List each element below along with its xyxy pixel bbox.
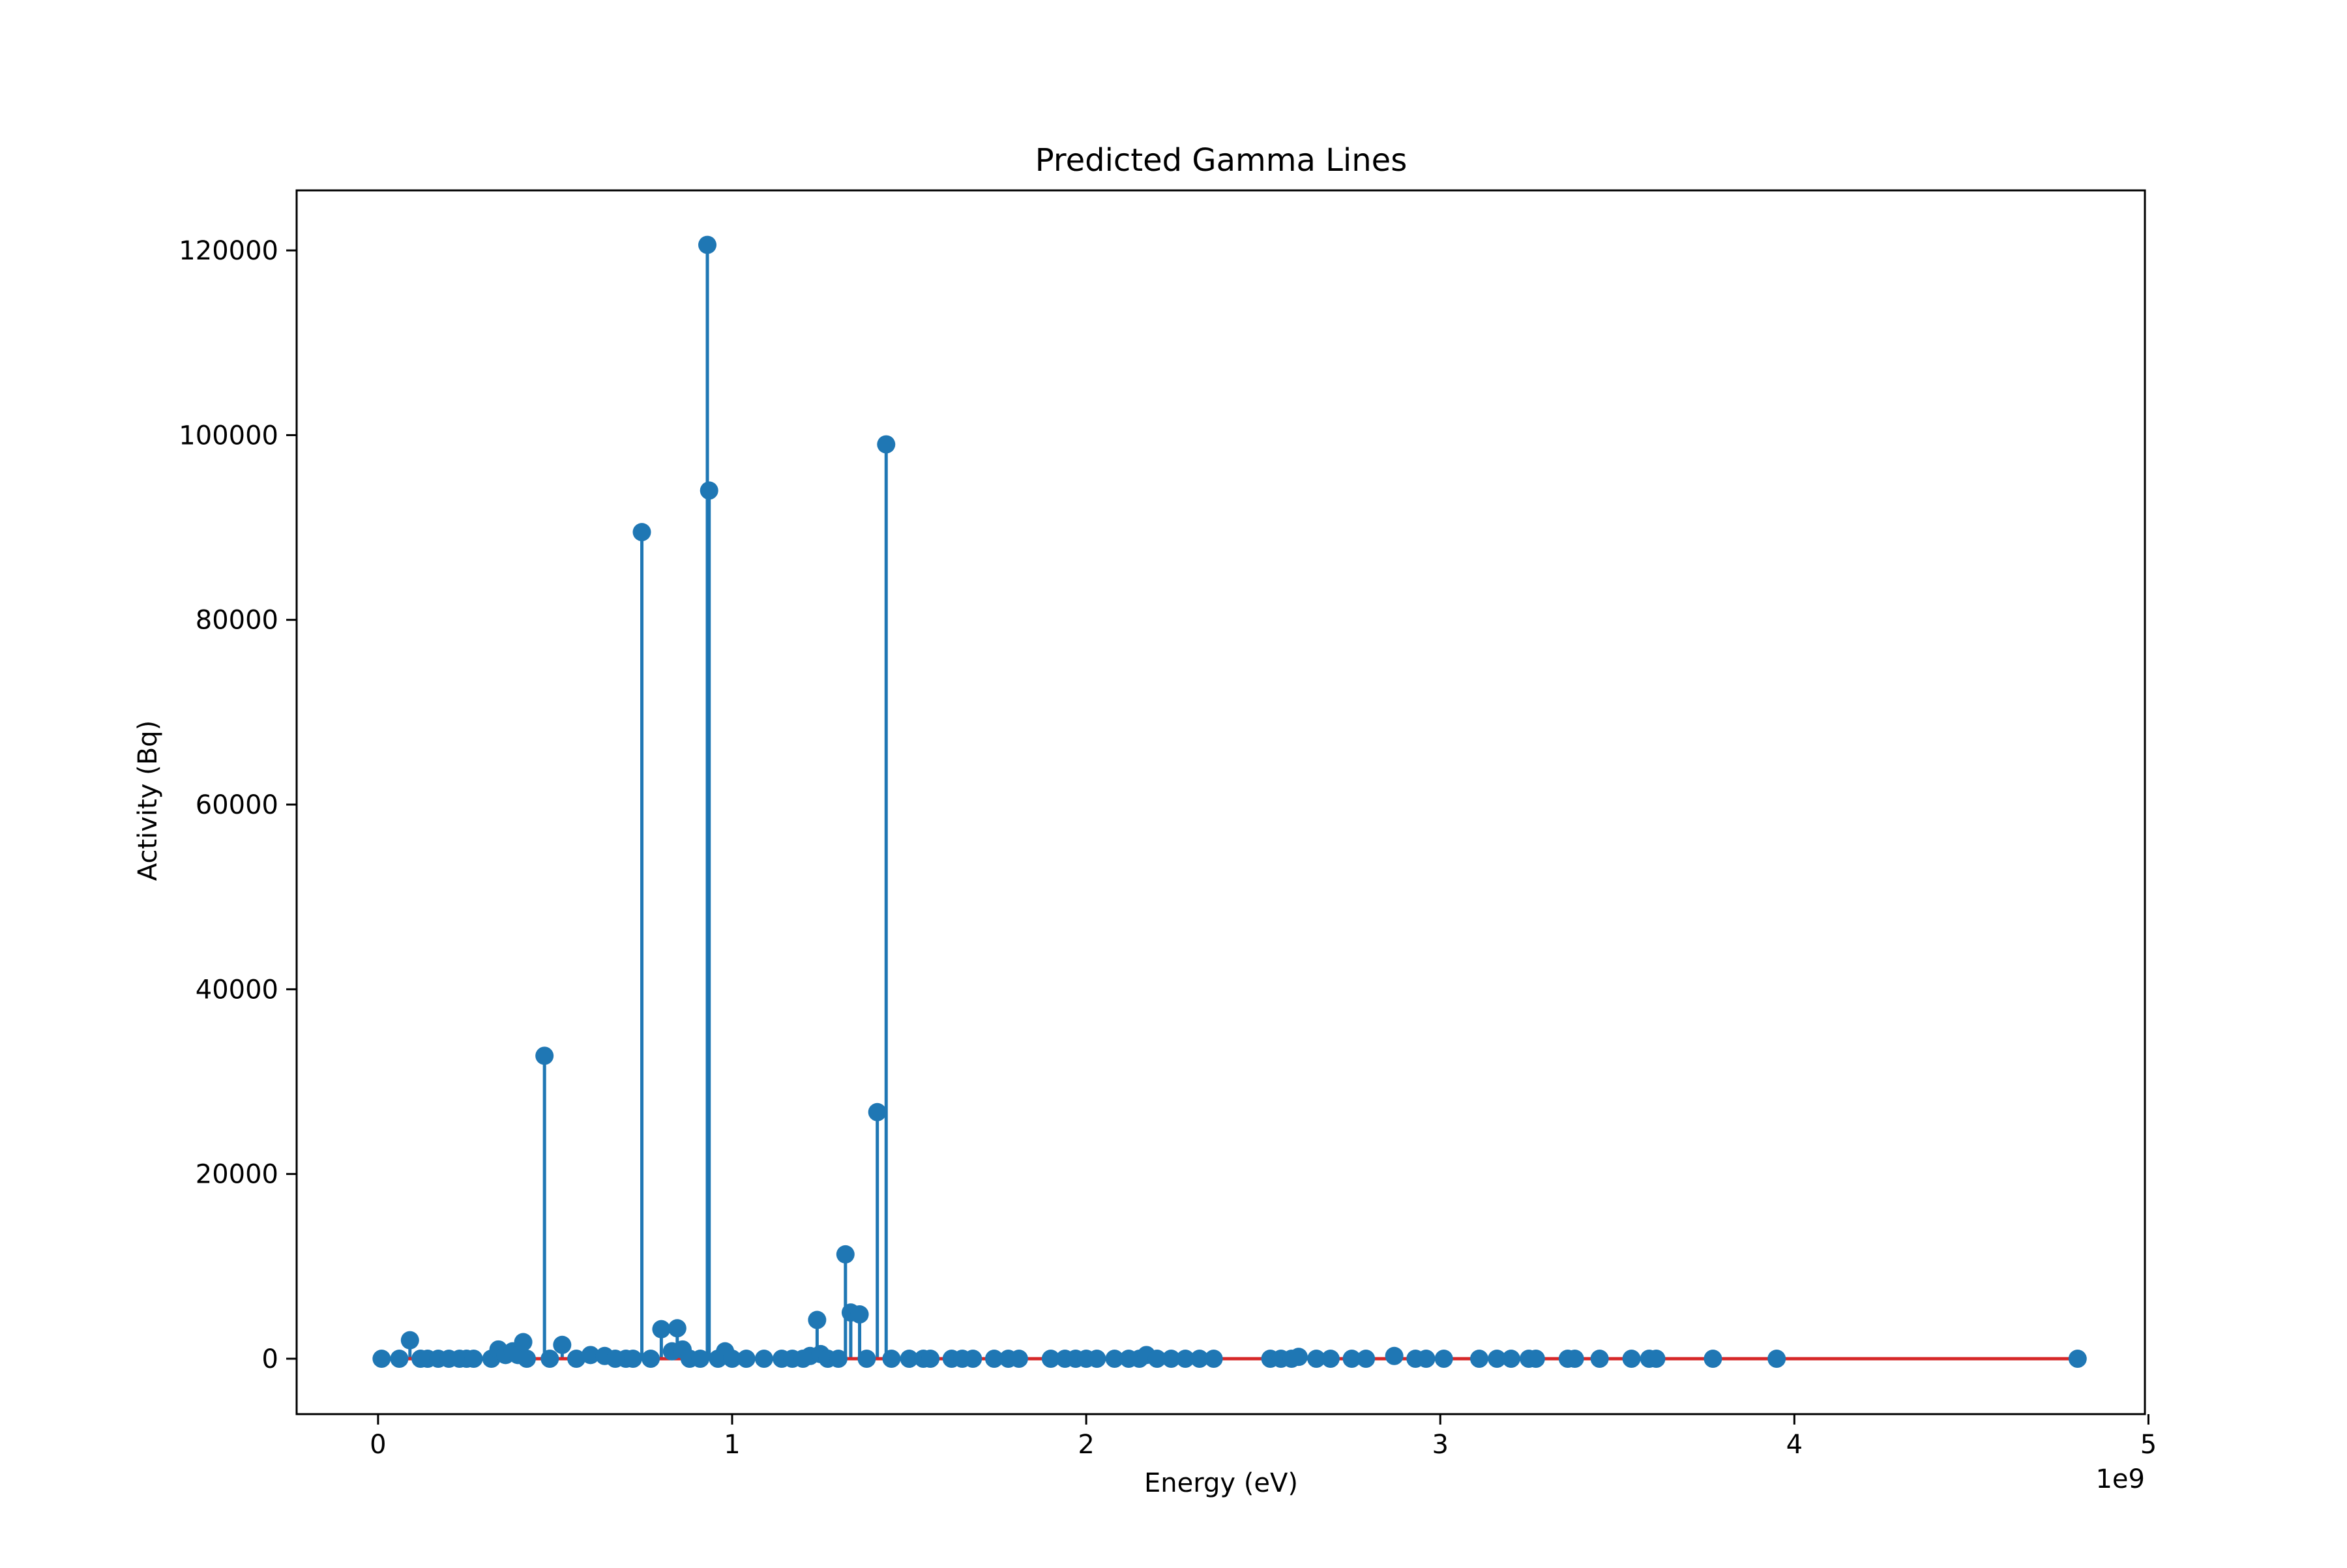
- stem-marker: [623, 1350, 642, 1368]
- x-axis-label: Energy (eV): [1144, 1468, 1298, 1498]
- stem-marker: [1041, 1350, 1060, 1368]
- x-tick-label: 3: [1432, 1430, 1448, 1460]
- y-tick-label: 60000: [196, 790, 278, 820]
- stem-marker: [1434, 1350, 1453, 1368]
- stem-marker: [1087, 1350, 1106, 1368]
- y-tick-label: 20000: [196, 1160, 278, 1190]
- stem-marker: [1526, 1350, 1545, 1368]
- y-tick-label: 80000: [196, 606, 278, 636]
- stem-marker: [553, 1335, 572, 1354]
- stem-marker: [518, 1350, 537, 1368]
- stem-marker: [1357, 1350, 1376, 1368]
- stem-marker: [464, 1350, 483, 1368]
- axes-frame: [295, 189, 2146, 1415]
- stem-marker: [1307, 1350, 1326, 1368]
- stem-marker: [877, 435, 896, 454]
- stem-marker: [691, 1350, 710, 1368]
- stem-marker: [737, 1350, 756, 1368]
- plot-area: [372, 235, 2087, 1368]
- stem-marker: [390, 1350, 409, 1368]
- y-tick-label: 100000: [179, 421, 278, 451]
- stem-marker: [1488, 1350, 1507, 1368]
- stem-marker: [1590, 1350, 1609, 1368]
- stem-marker: [1009, 1350, 1028, 1368]
- stem-marker: [836, 1245, 855, 1264]
- stem-marker: [514, 1333, 533, 1352]
- stem-marker: [1147, 1350, 1166, 1368]
- x-axis-ticks: 0 1 2 3 4 5: [370, 1414, 2157, 1460]
- stem-marker: [900, 1350, 919, 1368]
- chart-title: Predicted Gamma Lines: [1035, 142, 1407, 179]
- x-tick-label: 5: [2140, 1430, 2157, 1460]
- stem-marker: [1417, 1350, 1436, 1368]
- x-tick-label: 0: [370, 1430, 386, 1460]
- stem-marker: [1342, 1350, 1361, 1368]
- stem-marker: [1162, 1350, 1181, 1368]
- stem-marker: [540, 1350, 559, 1368]
- stem-marker: [723, 1350, 742, 1368]
- stem-marker: [1565, 1350, 1584, 1368]
- stem-marker: [1767, 1350, 1786, 1368]
- stem-marker: [857, 1350, 876, 1368]
- stem-marker: [372, 1350, 391, 1368]
- stem-marker: [1321, 1350, 1340, 1368]
- stem-marker: [642, 1350, 660, 1368]
- stem-marker: [808, 1310, 827, 1329]
- y-tick-label: 40000: [196, 975, 278, 1005]
- y-tick-label: 120000: [179, 236, 278, 266]
- stem-marker: [700, 481, 718, 500]
- stem-marker: [921, 1350, 940, 1368]
- y-tick-label: 0: [262, 1344, 278, 1374]
- stem-marker: [581, 1346, 600, 1365]
- stem-marker: [964, 1350, 982, 1368]
- stem-marker: [850, 1305, 869, 1324]
- stem-marker: [1105, 1350, 1124, 1368]
- stem-marker: [652, 1320, 671, 1339]
- stem-marker: [1704, 1350, 1722, 1368]
- stem-marker: [1204, 1350, 1223, 1368]
- stem-marker: [829, 1350, 848, 1368]
- stem-marker: [668, 1319, 686, 1338]
- x-tick-label: 4: [1786, 1430, 1803, 1460]
- stem-marker: [698, 235, 716, 254]
- stem-marker: [2068, 1350, 2087, 1368]
- stem-marker: [632, 523, 651, 542]
- stem-marker: [754, 1350, 773, 1368]
- stem-marker: [567, 1350, 586, 1368]
- x-axis-offset-label: 1e9: [2095, 1464, 2145, 1494]
- stem-marker: [535, 1046, 554, 1065]
- stem-marker: [868, 1102, 887, 1121]
- stem-marker: [1385, 1346, 1404, 1365]
- stem-marker: [882, 1350, 901, 1368]
- stem-marker: [1469, 1350, 1488, 1368]
- stem-marker: [984, 1350, 1003, 1368]
- y-axis-label: Activity (Bq): [133, 720, 163, 881]
- stem-marker: [1289, 1348, 1308, 1367]
- x-tick-label: 1: [724, 1430, 740, 1460]
- stem-marker: [1647, 1350, 1666, 1368]
- stem-marker: [1190, 1350, 1209, 1368]
- stem-marker: [1622, 1350, 1641, 1368]
- stem-marker: [400, 1331, 419, 1350]
- stem-marker: [1501, 1350, 1520, 1368]
- stem-marker: [1176, 1350, 1195, 1368]
- y-axis-ticks: 0 20000 40000 60000 80000 100000 120000: [179, 236, 297, 1374]
- x-tick-label: 2: [1078, 1430, 1094, 1460]
